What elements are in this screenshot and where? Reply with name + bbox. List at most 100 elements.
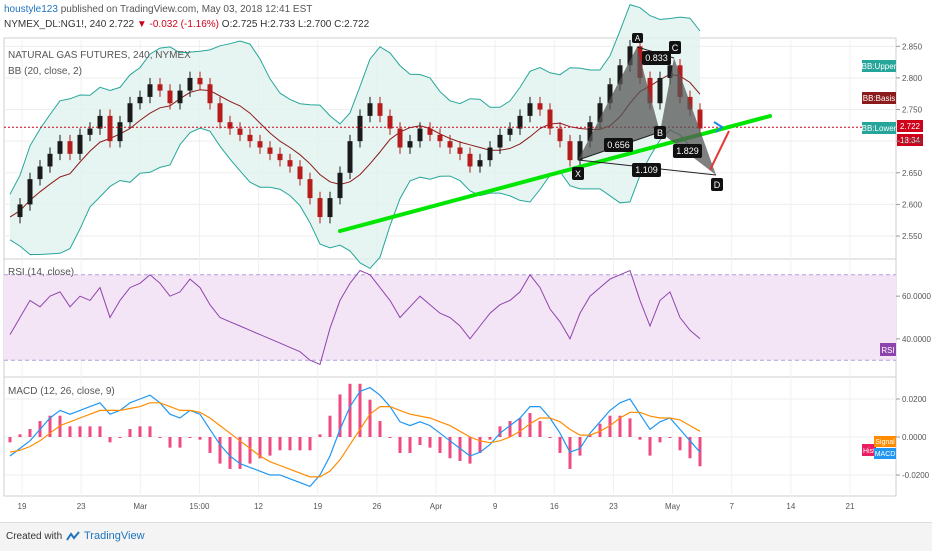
x-tick-label: 19 [313, 502, 322, 511]
candle-body [257, 141, 263, 148]
countdown-tag [897, 134, 923, 146]
hist-bar [28, 429, 32, 437]
price-axis: 2.850 2.800 2.750 2.700 2.650 2.600 2.550 [896, 42, 923, 241]
candle-body [297, 166, 303, 180]
hist-bar [678, 437, 682, 451]
signal-label: Signal [875, 439, 895, 446]
last-price-axis-label: 2.722 [900, 122, 921, 131]
price-change: ▼ -0.032 (-1.16%) [136, 19, 220, 30]
candle-body [237, 128, 243, 135]
rsi-line [9, 269, 701, 366]
candle-body [287, 160, 293, 167]
bb-indicator-title[interactable]: BB (20, close, 2) [8, 66, 82, 77]
candle-body [477, 160, 483, 167]
y-tick-label: 60.0000 [902, 292, 931, 301]
candle-body [357, 115, 363, 142]
pattern-bcd [660, 58, 716, 175]
hist-bar [238, 437, 242, 469]
hist-bar [68, 426, 72, 437]
hist-bar [668, 437, 672, 438]
hist-bar [498, 426, 502, 437]
ratio-ad: 1.109 [635, 165, 658, 175]
point-x-box [572, 167, 584, 180]
point-a-box [632, 33, 643, 43]
candle-body [517, 115, 523, 129]
hist-bar [488, 437, 492, 440]
x-tick-label: 23 [609, 502, 618, 511]
candle-body [377, 103, 383, 116]
macd-panel-title[interactable]: MACD (12, 26, close, 9) [8, 386, 115, 397]
candle-body [697, 109, 703, 129]
candle-body [187, 77, 193, 91]
point-d-box [711, 178, 723, 191]
ratio-bc: 0.833 [645, 53, 668, 63]
ratio-box-bc [642, 51, 671, 65]
macd-tag [874, 448, 896, 459]
y-tick-label: 0.0200 [902, 395, 927, 404]
bb-upper-tag [862, 60, 896, 72]
candle-body [447, 141, 453, 148]
rsi-panel-title[interactable]: RSI (14, close) [8, 267, 74, 278]
projection-red-line [709, 130, 730, 171]
hist-bar [138, 426, 142, 437]
hist-bar [468, 437, 472, 464]
macd-histogram [8, 383, 702, 469]
point-c-label: C [672, 43, 679, 53]
hist-bar [638, 437, 642, 440]
hist-bar [618, 415, 622, 437]
y-tick-label: 2.550 [902, 232, 923, 241]
rsi-tag [880, 343, 896, 356]
candle-body [607, 84, 613, 104]
candle-body [647, 77, 653, 104]
hist-bar [318, 434, 322, 437]
point-b-box [654, 126, 666, 139]
candle-body [87, 128, 93, 135]
candle-body [397, 128, 403, 148]
hist-bar [268, 437, 272, 456]
candle-body [387, 115, 393, 129]
hist-bar [128, 429, 132, 437]
hist-bar [568, 437, 572, 469]
hist-bar [288, 437, 292, 451]
countdown-label: 18:34 [900, 136, 921, 145]
candle-body [97, 115, 103, 129]
bb-basis-line [9, 73, 701, 218]
candle-body [267, 147, 273, 154]
hist-bar [348, 383, 352, 437]
hist-bar [558, 437, 562, 453]
candle-body [407, 141, 413, 148]
x-tick-label: Apr [430, 502, 443, 511]
candle-body [67, 141, 73, 154]
candle-body [317, 198, 323, 218]
hist-bar [78, 426, 82, 437]
hist-bar [648, 437, 652, 456]
author-link[interactable]: houstyle123 [4, 4, 58, 15]
hist-label: Hist [863, 448, 875, 455]
chart-svg[interactable]: A C B X D 0.833 0.656 1.829 1.109 NATURA… [0, 0, 932, 522]
candle-body [577, 141, 583, 161]
y-tick-label: 2.650 [902, 169, 923, 178]
candle-body [657, 77, 663, 104]
tradingview-link[interactable]: TradingView [84, 530, 145, 542]
hist-bar [388, 437, 392, 438]
hist-bar [158, 437, 162, 438]
candle-body [157, 84, 163, 91]
y-tick-label: 2.750 [902, 106, 923, 115]
candle-body [27, 179, 33, 205]
hist-bar [148, 426, 152, 437]
macd-label: MACD [875, 451, 896, 458]
hist-bar [118, 437, 122, 438]
macd-line [9, 386, 701, 488]
x-tick-label: 15:00 [189, 502, 210, 511]
y-tick-label: 2.600 [902, 200, 923, 209]
x-tick-label: 14 [786, 502, 795, 511]
candle-body [197, 77, 203, 85]
point-c-box [669, 41, 681, 54]
x-tick-label: May [665, 502, 680, 511]
candle-body [57, 141, 63, 154]
point-b-label: B [657, 128, 663, 138]
hist-bar [168, 437, 172, 448]
hist-bar [308, 437, 312, 451]
hist-bar [328, 415, 332, 437]
candle-body [557, 128, 563, 142]
